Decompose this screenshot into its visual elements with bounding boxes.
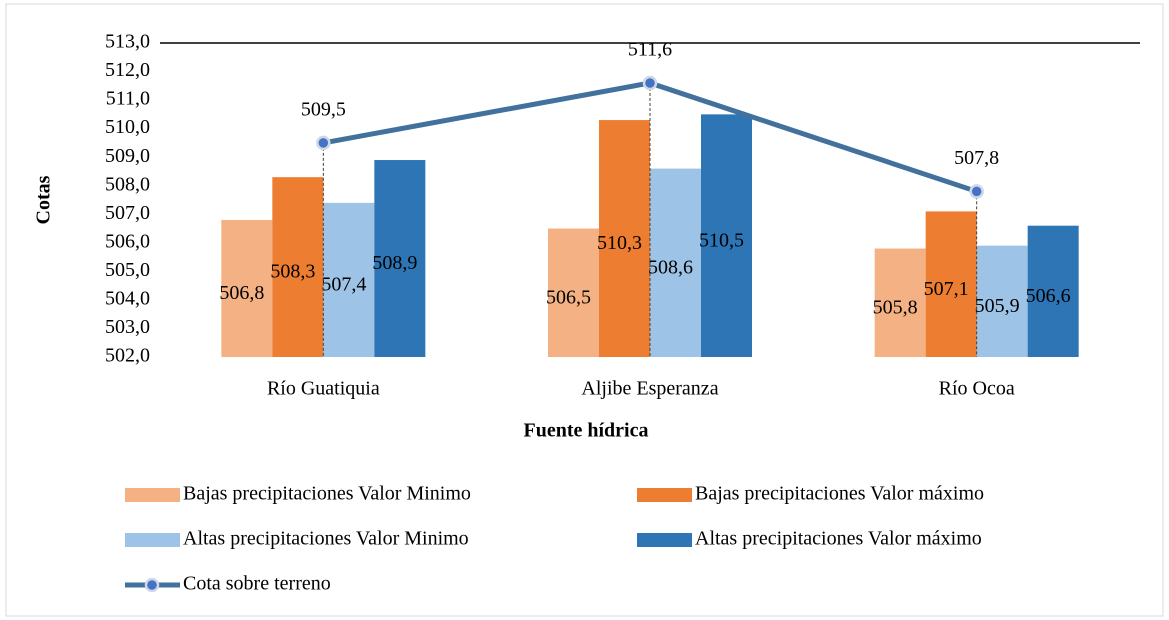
y-tick-label: 510,0 bbox=[105, 116, 150, 138]
y-tick-label: 512,0 bbox=[105, 59, 150, 81]
data-label: 508,6 bbox=[648, 256, 693, 278]
x-tick-label: Río Guatiquia bbox=[267, 378, 380, 400]
data-label: 506,8 bbox=[219, 282, 264, 304]
y-axis-title: Cotas bbox=[33, 175, 55, 224]
bar bbox=[701, 114, 752, 357]
y-tick-label: 503,0 bbox=[105, 316, 150, 338]
y-tick-label: 511,0 bbox=[106, 88, 150, 110]
y-tick-label: 509,0 bbox=[105, 145, 150, 167]
bar bbox=[374, 160, 426, 357]
legend-swatch bbox=[637, 533, 692, 547]
y-tick-label: 506,0 bbox=[105, 230, 150, 252]
data-label: 507,8 bbox=[954, 147, 999, 169]
y-tick-label: 507,0 bbox=[105, 202, 150, 224]
bar bbox=[650, 168, 701, 357]
x-tick-label: Río Ocoa bbox=[939, 378, 1015, 400]
bar bbox=[548, 228, 599, 357]
data-label: 506,6 bbox=[1026, 285, 1071, 307]
data-label: 505,9 bbox=[975, 295, 1020, 317]
data-label: 505,8 bbox=[873, 296, 918, 318]
y-tick-label: 513,0 bbox=[105, 31, 150, 53]
bar bbox=[1027, 225, 1079, 357]
data-label: 506,5 bbox=[546, 286, 591, 308]
x-tick-label: Aljibe Esperanza bbox=[581, 378, 718, 400]
bar bbox=[874, 248, 926, 357]
bar bbox=[221, 219, 273, 357]
legend-marker bbox=[144, 577, 160, 593]
bar bbox=[976, 245, 1028, 357]
x-axis-title: Fuente hídrica bbox=[524, 420, 649, 442]
legend-swatch bbox=[125, 488, 180, 502]
data-label: 510,3 bbox=[597, 232, 642, 254]
data-label: 508,3 bbox=[270, 261, 315, 283]
line-marker bbox=[969, 184, 984, 199]
legend-label: Altas precipitaciones Valor máximo bbox=[695, 528, 982, 550]
data-label: 507,1 bbox=[924, 278, 969, 300]
bar bbox=[323, 202, 375, 357]
bar bbox=[925, 211, 977, 357]
data-label: 510,5 bbox=[699, 229, 744, 251]
bar bbox=[272, 177, 324, 357]
legend-label: Bajas precipitaciones Valor máximo bbox=[695, 483, 984, 505]
bar bbox=[599, 120, 650, 357]
data-label: 509,5 bbox=[301, 99, 346, 121]
y-tick-label: 504,0 bbox=[105, 288, 150, 310]
line-marker bbox=[642, 75, 658, 91]
legend-label: Altas precipitaciones Valor Minimo bbox=[183, 528, 469, 550]
legend-swatch bbox=[125, 533, 180, 547]
data-label: 511,6 bbox=[628, 39, 672, 61]
line-marker bbox=[316, 135, 331, 151]
y-tick-label: 505,0 bbox=[105, 259, 150, 281]
data-label: 507,4 bbox=[321, 274, 366, 296]
y-tick-label: 502,0 bbox=[105, 345, 150, 367]
legend-label: Cota sobre terreno bbox=[183, 573, 331, 595]
legend-swatch bbox=[637, 488, 692, 502]
y-tick-label: 508,0 bbox=[105, 173, 150, 195]
data-label: 508,9 bbox=[372, 252, 417, 274]
legend-label: Bajas precipitaciones Valor Minimo bbox=[183, 483, 471, 505]
